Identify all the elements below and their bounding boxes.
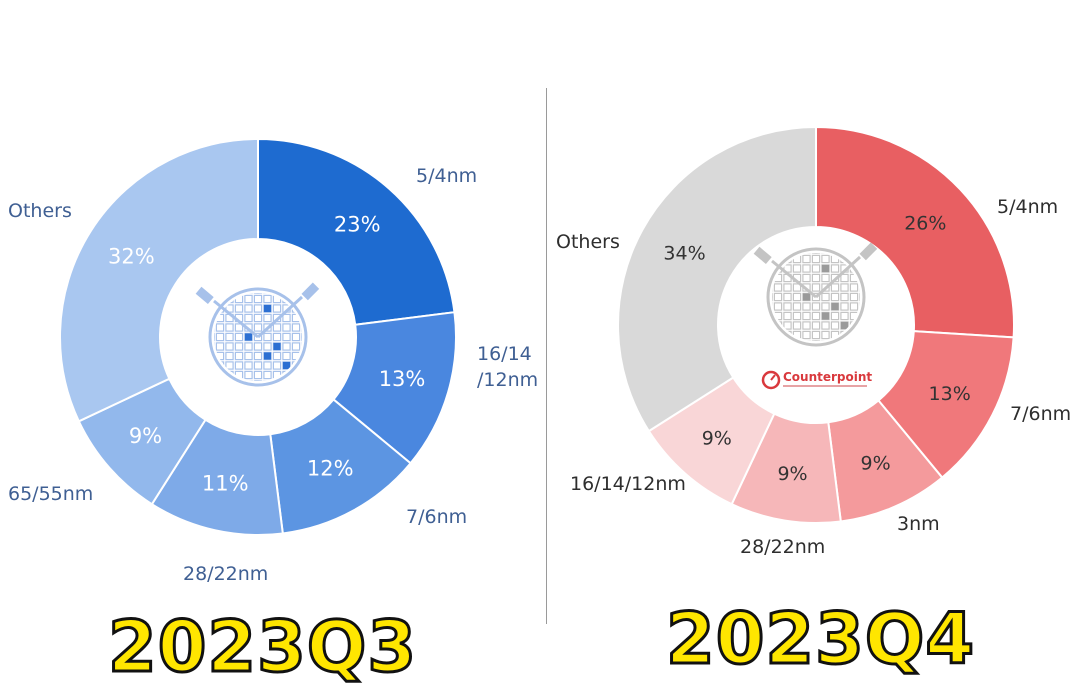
slice-label-5-4nm: 5/4nm xyxy=(416,165,477,187)
slice-value-5-4nm: 23% xyxy=(334,212,381,236)
slice-label-others: Others xyxy=(8,200,72,222)
slice-value-7-6nm: 12% xyxy=(307,456,354,480)
slice-label-7-6nm: 7/6nm xyxy=(1010,403,1071,425)
slice-value-others: 34% xyxy=(663,243,705,265)
slice-label-16-14-12nm: 16/14/12nm xyxy=(477,343,538,391)
slice-label-16-14-12nm: 16/14/12nm xyxy=(570,473,686,495)
slice-value-65-55nm: 9% xyxy=(129,424,162,448)
svg-text:Counterpoint: Counterpoint xyxy=(783,370,872,384)
donut-chart-2023q3: 23% 5/4nm 13% 16/14/12nm 12% 7/6nm 11% 28/22nm 9… xyxy=(8,137,538,585)
period-label-2023q3: 2023Q3 xyxy=(106,606,418,688)
slice-value-28-22nm: 9% xyxy=(777,463,807,485)
period-label-2023q4: 2023Q4 xyxy=(664,598,976,680)
slice-value-5-4nm: 26% xyxy=(904,212,946,234)
slice-label-65-55nm: 65/55nm xyxy=(8,483,93,505)
slice-value-7-6nm: 13% xyxy=(929,383,971,405)
donut-chart-2023q4: 26% 5/4nm 13% 7/6nm 9% 3nm 9% 28/22nm 9% 16/14/12… xyxy=(556,125,1071,558)
slice-value-28-22nm: 11% xyxy=(202,471,249,495)
slice-label-others: Others xyxy=(556,231,620,253)
slice-value-16-14-12nm: 13% xyxy=(379,367,426,391)
slice-label-5-4nm: 5/4nm xyxy=(997,196,1058,218)
slice-label-28-22nm: 28/22nm xyxy=(183,563,268,585)
slice-label-3nm: 3nm xyxy=(897,513,940,535)
slice-value-others: 32% xyxy=(108,245,155,269)
slice-value-16-14-12nm: 9% xyxy=(702,428,732,450)
slice-label-28-22nm: 28/22nm xyxy=(740,536,825,558)
chart-divider xyxy=(546,88,547,624)
wafer-clock-icon xyxy=(195,282,320,387)
slice-label-7-6nm: 7/6nm xyxy=(406,506,467,528)
counterpoint-logo: Counterpoint xyxy=(761,370,872,390)
slice-value-3nm: 9% xyxy=(860,453,890,475)
slice-5-4nm xyxy=(815,125,1015,339)
